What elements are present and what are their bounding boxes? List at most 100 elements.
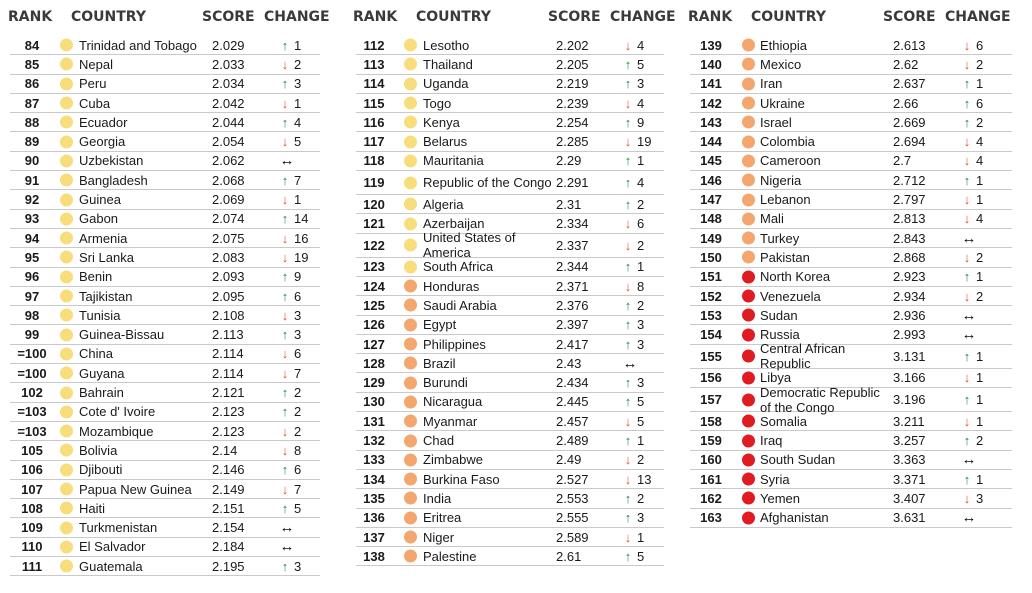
table-row: 135 India 2.553 ↑ 2 xyxy=(356,489,664,509)
rank-cell: 144 xyxy=(700,134,722,150)
country-name: Uzbekistan xyxy=(79,153,144,169)
rank-change-value: 4 xyxy=(976,211,984,227)
country-name: Peru xyxy=(79,76,107,92)
table-row: 129 Burundi 2.434 ↑ 3 xyxy=(356,374,664,393)
peace-level-dot-icon xyxy=(60,57,73,71)
table-row: 159 Iraq 3.257 ↑ 2 xyxy=(690,431,1012,451)
country-name: Lebanon xyxy=(760,192,811,208)
peace-level-dot-icon xyxy=(60,231,73,245)
rank-cell: 109 xyxy=(21,520,43,536)
table-row: 106 Djibouti 2.146 ↑ 6 xyxy=(10,461,320,480)
rank-cell: 123 xyxy=(363,259,385,275)
table-row: 120 Algeria 2.31 ↑ 2 xyxy=(356,195,664,215)
rank-change: ↑ 3 xyxy=(278,557,301,575)
peace-level-dot-icon xyxy=(60,501,73,515)
rank-change: ↑ 1 xyxy=(960,470,983,488)
country-name: Cameroon xyxy=(760,153,821,169)
peace-level-dot-icon xyxy=(404,238,417,252)
score-value: 2.093 xyxy=(212,269,245,285)
arrow-down-icon: ↓ xyxy=(624,134,632,150)
rank-change: ↑ 1 xyxy=(960,171,983,189)
rank-change-value: 6 xyxy=(976,95,984,111)
country-name: Guatemala xyxy=(79,558,143,574)
header-country: COUNTRY xyxy=(416,9,491,25)
rank-change: ↑ 3 xyxy=(278,326,301,344)
score-value: 2.184 xyxy=(212,539,245,555)
rank-cell: =103 xyxy=(17,423,47,439)
rank-change-value: 7 xyxy=(294,481,302,497)
rank-cell: 119 xyxy=(363,175,385,191)
peace-level-dot-icon xyxy=(60,521,73,535)
rank-cell: 137 xyxy=(363,529,385,545)
score-value: 3.407 xyxy=(893,490,926,506)
rank-change: ↑ 9 xyxy=(621,113,644,131)
rank-change-value: 3 xyxy=(637,510,645,526)
rank-cell: 153 xyxy=(700,307,722,323)
peace-level-dot-icon xyxy=(404,57,417,71)
score-value: 3.211 xyxy=(893,413,925,429)
score-value: 2.43 xyxy=(556,355,582,371)
rank-cell: 141 xyxy=(700,76,722,92)
arrow-up-icon: ↑ xyxy=(624,510,632,526)
table-row: 144 Colombia 2.694 ↓ 4 xyxy=(690,133,1012,152)
rank-change: ↓ 4 xyxy=(960,133,983,151)
rank-change: ↑ 4 xyxy=(278,113,301,131)
arrow-left-right-icon: ↔ xyxy=(279,152,295,170)
country-name: Somalia xyxy=(760,413,807,429)
rank-cell: 99 xyxy=(24,327,40,343)
arrow-up-icon: ↑ xyxy=(963,471,971,487)
rank-change: ↑ 1 xyxy=(960,388,983,411)
score-value: 2.334 xyxy=(556,216,589,232)
country-name: Myanmar xyxy=(423,413,478,429)
score-value: 2.923 xyxy=(893,269,926,285)
table-row: 154 Russia 2.993 ↔ xyxy=(690,326,1012,345)
arrow-up-icon: ↑ xyxy=(624,394,632,410)
country-name: Afghanistan xyxy=(760,510,829,526)
peace-level-dot-icon xyxy=(742,434,755,448)
arrow-down-icon: ↓ xyxy=(624,95,632,111)
country-name: Mauritania xyxy=(423,153,484,169)
score-value: 2.202 xyxy=(556,37,589,53)
rank-change: ↓ 1 xyxy=(960,369,983,387)
peace-level-dot-icon xyxy=(404,453,417,467)
arrow-up-icon: ↑ xyxy=(963,348,971,364)
rank-change-value: 2 xyxy=(976,249,984,265)
rank-cell: 148 xyxy=(700,211,722,227)
header-score: SCORE xyxy=(548,9,601,25)
country-name: Trinidad and Tobago xyxy=(79,37,197,53)
country-name: Ecuador xyxy=(79,114,128,130)
rank-change: ↓ 1 xyxy=(621,528,644,546)
rank-change: ↓ 16 xyxy=(278,229,309,247)
rank-change-value: 2 xyxy=(976,114,984,130)
rank-change-value: 3 xyxy=(294,327,302,343)
country-name: Chad xyxy=(423,433,455,449)
score-value: 3.166 xyxy=(893,370,926,386)
country-name: Thailand xyxy=(423,56,473,72)
rank-change-value: 6 xyxy=(294,288,302,304)
rank-cell: 138 xyxy=(363,548,385,564)
rank-change-value: 4 xyxy=(294,114,302,130)
table-row: 86 Peru 2.034 ↑ 3 xyxy=(10,75,320,94)
peace-level-dot-icon xyxy=(60,463,73,477)
header-change: CHANGE xyxy=(610,9,676,25)
rank-change: ↓ 4 xyxy=(960,152,983,170)
arrow-down-icon: ↓ xyxy=(281,442,289,458)
table-row: 133 Zimbabwe 2.49 ↓ 2 xyxy=(356,451,664,470)
arrow-up-icon: ↑ xyxy=(963,95,971,111)
rank-change-value: 1 xyxy=(637,153,645,169)
rank-change-value: 2 xyxy=(294,423,302,439)
score-value: 2.074 xyxy=(212,211,245,227)
peace-level-dot-icon xyxy=(60,540,73,554)
table-row: 92 Guinea 2.069 ↓ 1 xyxy=(10,190,320,210)
rank-change: ↓ 2 xyxy=(278,55,301,73)
rank-cell: 128 xyxy=(363,355,385,371)
rank-change-value: 1 xyxy=(637,433,645,449)
header-change: CHANGE xyxy=(264,9,330,25)
rank-cell: 129 xyxy=(363,375,385,391)
peace-level-dot-icon xyxy=(742,212,755,226)
peace-level-dot-icon xyxy=(742,349,755,363)
table-row: 136 Eritrea 2.555 ↑ 3 xyxy=(356,509,664,528)
rank-change-value: 1 xyxy=(637,529,645,545)
rank-change-value: 1 xyxy=(976,370,984,386)
arrow-up-icon: ↑ xyxy=(281,327,289,343)
